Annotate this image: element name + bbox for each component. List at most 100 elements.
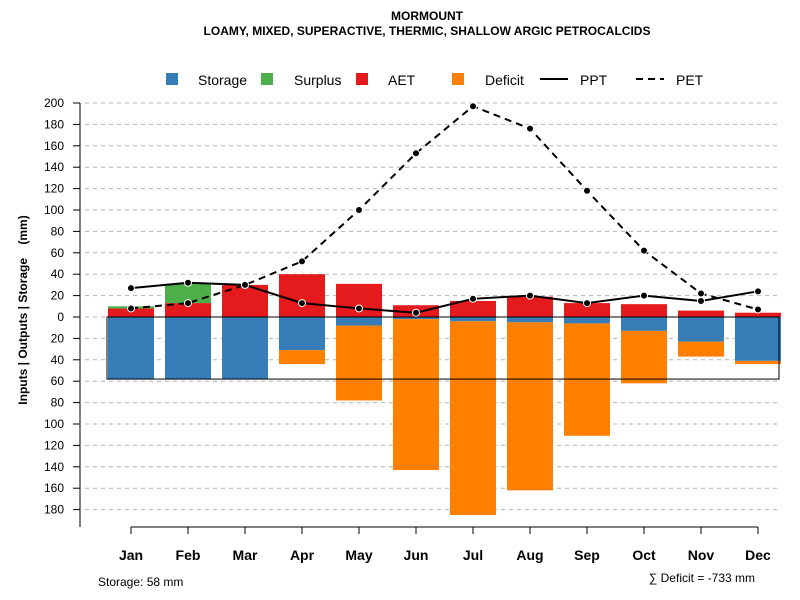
y-tick-label: 0: [57, 310, 64, 324]
y-tick-label: 120: [44, 438, 64, 452]
storage-bar: [621, 317, 667, 331]
deficit-bar: [564, 323, 610, 436]
footer-deficit-note: ∑ Deficit = -733 mm: [649, 571, 755, 585]
legend-label-storage: Storage: [198, 72, 247, 88]
aet-bar: [621, 304, 667, 317]
y-tick-label: 100: [44, 417, 64, 431]
bars: [108, 274, 781, 515]
ppt-point: [298, 299, 306, 308]
pet-point: [754, 305, 762, 314]
legend-label-ppt: PPT: [580, 72, 608, 88]
footer-storage-note: Storage: 58 mm: [98, 575, 183, 589]
pet-line: [130, 105, 759, 311]
ppt-point: [640, 291, 648, 300]
pet-point: [583, 186, 591, 195]
legend-swatch-storage: [166, 73, 178, 85]
aet-bar: [735, 312, 781, 317]
deficit-bar: [279, 350, 325, 365]
y-axis-label: Inputs | Outputs | Storage (mm): [16, 215, 30, 404]
storage-bar: [336, 317, 382, 326]
legend-label-aet: AET: [388, 72, 416, 88]
y-tick-label: 120: [44, 182, 64, 196]
ppt-point: [526, 291, 534, 300]
storage-bar: [507, 317, 553, 323]
y-tick-label: 20: [51, 331, 65, 345]
aet-bar: [450, 300, 496, 317]
aet-bar: [507, 296, 553, 317]
deficit-bar: [735, 360, 781, 365]
pet-point: [412, 149, 420, 158]
x-tick-label: Aug: [516, 547, 543, 563]
y-tick-label: 80: [51, 224, 65, 238]
x-tick-label: Oct: [632, 547, 656, 563]
pet-point: [241, 280, 249, 289]
x-tick-label: Mar: [233, 547, 258, 563]
storage-bar: [393, 317, 439, 320]
ppt-point: [412, 308, 420, 317]
aet-bar: [108, 308, 154, 317]
y-tick-label: 180: [44, 503, 64, 517]
x-tick-label: Sep: [574, 547, 600, 563]
legend: Storage Surplus AET Deficit PPT PET: [166, 72, 704, 88]
y-tick-label: 40: [51, 267, 65, 281]
y-tick-labels: 2001801601401201008060402002040608010012…: [44, 96, 80, 517]
y-tick-label: 160: [44, 139, 64, 153]
ppt-point: [469, 294, 477, 303]
x-tick-label: Jan: [119, 547, 143, 563]
legend-swatch-surplus: [261, 73, 273, 85]
pet-point: [526, 124, 534, 133]
y-tick-label: 80: [51, 396, 65, 410]
deficit-bar: [393, 319, 439, 471]
surplus-bar: [165, 283, 211, 304]
x-tick-label: Feb: [176, 547, 201, 563]
pet-point: [697, 289, 705, 298]
aet-bar: [564, 303, 610, 317]
aet-bar: [678, 310, 724, 317]
y-tick-label: 20: [51, 289, 65, 303]
capacity-outline: [106, 316, 780, 380]
ppt-point: [127, 284, 135, 293]
y-tick-label: 160: [44, 481, 64, 495]
ppt-point: [355, 304, 363, 313]
storage-bar: [678, 317, 724, 342]
y-tick-label: 200: [44, 96, 64, 110]
pet-point: [640, 246, 648, 255]
ppt-point: [583, 299, 591, 308]
y-tick-label: 180: [44, 117, 64, 131]
storage-bar: [564, 317, 610, 324]
storage-bar: [108, 317, 154, 380]
ppt-line: [130, 281, 759, 314]
y-tick-label: 100: [44, 203, 64, 217]
aet-bar: [165, 303, 211, 317]
x-tick-label: Jul: [463, 547, 483, 563]
ppt-point: [184, 278, 192, 287]
storage-bar: [735, 317, 781, 361]
legend-swatch-deficit: [452, 73, 464, 85]
y-tick-label: 60: [51, 246, 65, 260]
storage-capacity-box: [106, 316, 780, 380]
deficit-bar: [621, 330, 667, 384]
pet-point: [184, 299, 192, 308]
ppt-point: [697, 296, 705, 305]
pet-point: [355, 206, 363, 214]
x-tick-label: May: [345, 547, 372, 563]
deficit-bar: [450, 321, 496, 515]
legend-label-deficit: Deficit: [485, 72, 524, 88]
aet-bar: [279, 274, 325, 317]
pet-point: [469, 102, 477, 111]
legend-swatch-aet: [356, 73, 368, 85]
legend-label-surplus: Surplus: [294, 72, 341, 88]
deficit-bar: [507, 322, 553, 491]
legend-label-pet: PET: [676, 72, 704, 88]
pet-point: [298, 257, 306, 266]
y-tick-label: 140: [44, 160, 64, 174]
x-tick-label: Jun: [404, 547, 429, 563]
x-tick-label: Apr: [290, 547, 315, 563]
storage-bar: [279, 317, 325, 351]
y-tick-label: 40: [51, 353, 65, 367]
storage-bar: [450, 317, 496, 322]
ppt-point: [754, 287, 762, 296]
chart-subtitle: LOAMY, MIXED, SUPERACTIVE, THERMIC, SHAL…: [204, 24, 651, 38]
pet-point: [127, 304, 135, 313]
